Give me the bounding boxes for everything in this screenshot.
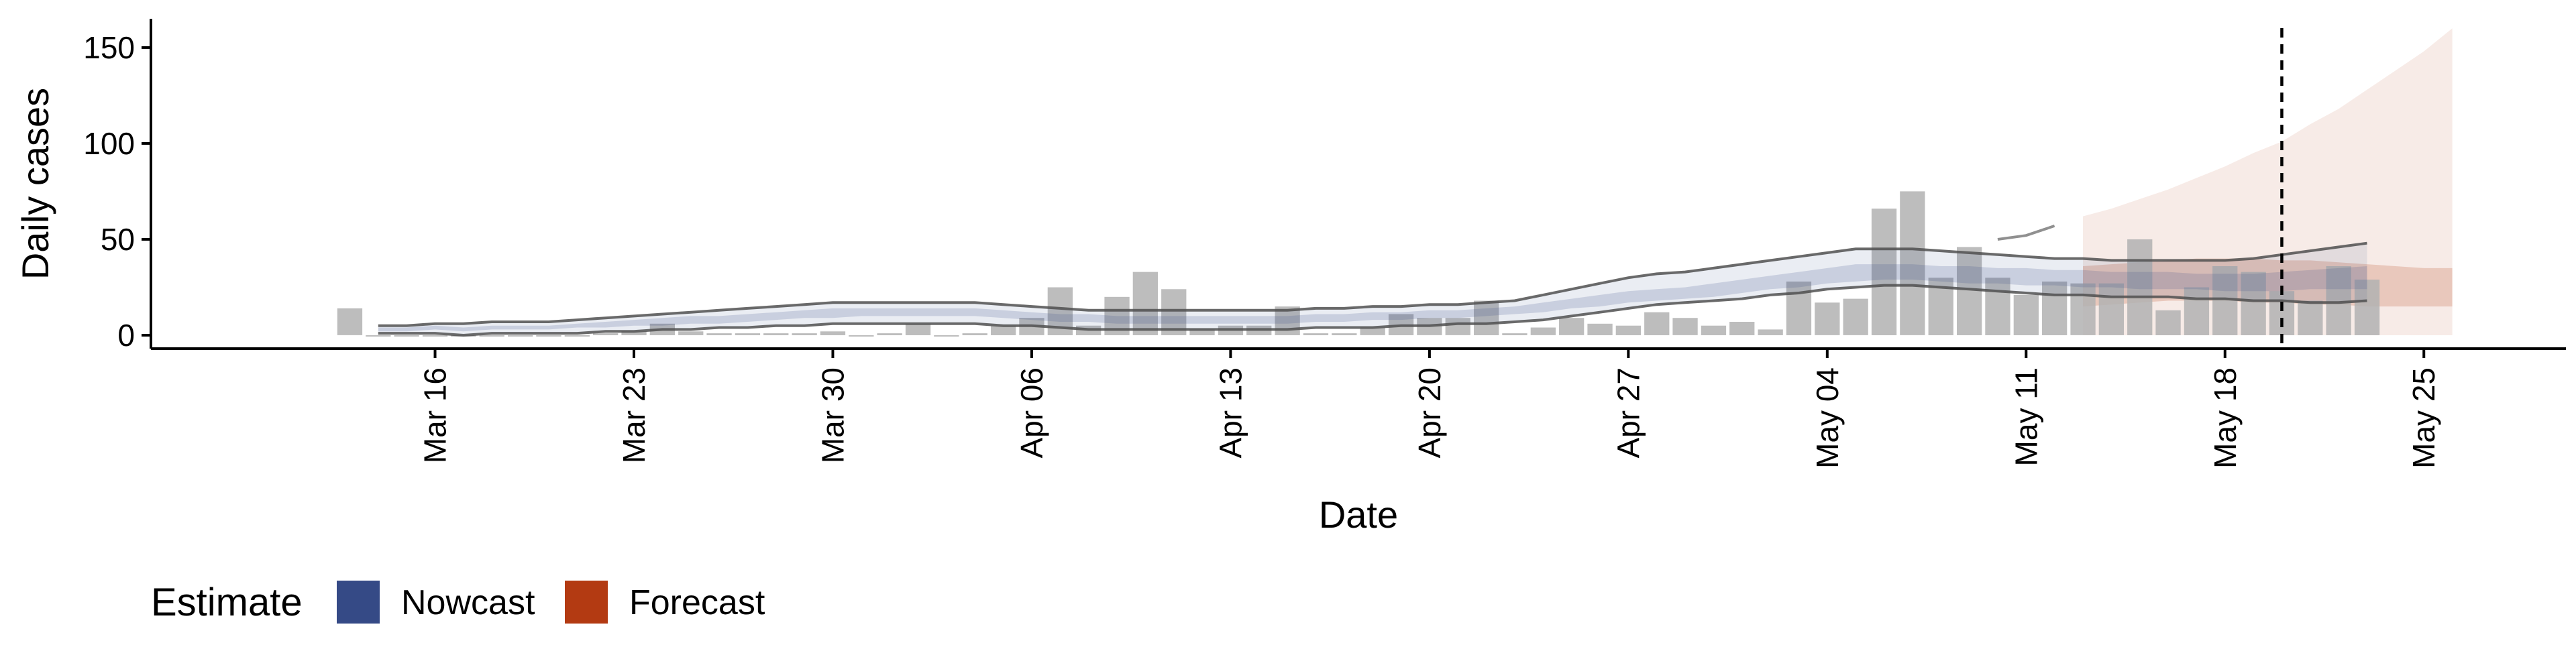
case-bar xyxy=(1758,329,1783,335)
case-bar xyxy=(706,333,732,335)
case-bar xyxy=(593,333,619,335)
daily-case-bars xyxy=(337,191,2380,337)
x-tick-label: May 25 xyxy=(2406,367,2441,469)
nowcast-bands xyxy=(378,243,2367,335)
case-bar xyxy=(2070,283,2096,335)
legend-title: Estimate xyxy=(151,581,303,624)
case-bar xyxy=(1587,323,1613,335)
case-bar xyxy=(2298,300,2323,335)
x-tick-label: May 18 xyxy=(2208,367,2243,469)
case-bar xyxy=(678,331,704,335)
x-tick-label: May 11 xyxy=(2008,367,2043,466)
case-bar xyxy=(1786,281,1812,335)
case-bar xyxy=(1701,325,1727,335)
case-bar xyxy=(1189,329,1215,335)
x-tick-label: Mar 23 xyxy=(616,367,651,463)
x-tick-label: Apr 27 xyxy=(1611,367,1646,459)
case-bar xyxy=(1871,209,1897,335)
case-bar xyxy=(2127,239,2153,335)
x-tick-label: Mar 30 xyxy=(816,367,851,463)
case-bar xyxy=(2354,280,2380,335)
case-bar xyxy=(366,335,391,337)
case-bar xyxy=(763,333,789,335)
case-bar xyxy=(2212,266,2238,335)
y-tick-label: 50 xyxy=(101,222,135,257)
case-bar xyxy=(934,335,959,337)
case-bar xyxy=(394,335,419,337)
case-bar xyxy=(1303,333,1329,335)
case-bar xyxy=(1161,289,1187,335)
x-tick-label: Apr 13 xyxy=(1213,367,1248,459)
case-bar xyxy=(877,333,902,335)
case-bar xyxy=(1843,298,1868,335)
case-bar xyxy=(1530,327,1556,335)
x-tick-label: Apr 20 xyxy=(1412,367,1447,459)
y-tick-label: 100 xyxy=(83,126,135,161)
case-bar xyxy=(820,331,846,335)
nowcast-lower-line xyxy=(378,284,2367,337)
case-bar xyxy=(1615,325,1641,335)
case-bar xyxy=(564,335,590,337)
case-bar xyxy=(2042,281,2068,335)
x-axis-title: Date xyxy=(1319,493,1398,536)
case-bar xyxy=(2098,283,2124,335)
case-bar xyxy=(1332,333,1357,335)
y-axis-title: Daily cases xyxy=(14,88,56,280)
legend-label-forecast: Forecast xyxy=(629,583,765,622)
nowcast-upper-line xyxy=(378,241,2367,327)
axes xyxy=(142,19,2566,358)
case-bar xyxy=(479,335,504,337)
case-bar xyxy=(1644,312,1670,335)
case-bar xyxy=(621,331,647,335)
nowcast-inner-band xyxy=(378,264,2367,332)
case-bar xyxy=(1815,302,1840,335)
case-bar xyxy=(905,323,931,335)
case-bar xyxy=(508,335,533,337)
case-bar xyxy=(2155,310,2181,335)
x-tick-label: Mar 16 xyxy=(418,367,453,463)
legend: Estimate Nowcast Forecast xyxy=(151,581,765,624)
case-bar xyxy=(1672,318,1698,335)
case-bar xyxy=(2013,294,2039,335)
legend-label-nowcast: Nowcast xyxy=(401,583,535,622)
case-bar xyxy=(1132,272,1158,335)
legend-swatch-forecast xyxy=(565,581,608,624)
case-bar xyxy=(1474,300,1499,335)
case-bar xyxy=(991,325,1016,335)
case-bar xyxy=(1502,333,1527,335)
y-tick-label: 0 xyxy=(117,318,135,353)
case-bar xyxy=(536,335,561,337)
case-bar xyxy=(849,335,874,337)
case-bar xyxy=(1559,318,1585,335)
x-tick-label: May 04 xyxy=(1810,367,1845,469)
case-bar xyxy=(337,308,363,335)
legend-swatch-nowcast xyxy=(337,581,380,624)
forecast-outer-band xyxy=(2083,28,2453,336)
case-bar xyxy=(1985,278,2010,335)
case-bar xyxy=(1729,322,1755,335)
case-bar xyxy=(1445,318,1470,335)
nowcast-upper-tail-line xyxy=(1997,225,2055,241)
case-bar xyxy=(792,333,817,335)
case-bar xyxy=(2241,272,2266,335)
estimate-lines xyxy=(378,225,2367,337)
case-bar xyxy=(2184,287,2210,335)
case-bar xyxy=(2269,291,2295,335)
tick-labels: 0 50 100 150 Mar 16 Mar 23 Mar 30 Apr 06 Apr 13 A… xyxy=(83,30,2441,469)
case-bar xyxy=(1957,247,1982,335)
case-bar xyxy=(735,333,761,335)
y-tick-label: 150 xyxy=(83,30,135,65)
case-bar xyxy=(1360,327,1385,335)
case-bar xyxy=(422,335,448,337)
nowcast-outer-band xyxy=(378,243,2367,335)
x-tick-label: Apr 06 xyxy=(1014,367,1049,459)
case-bar xyxy=(962,333,987,335)
case-bar xyxy=(1900,191,1925,335)
